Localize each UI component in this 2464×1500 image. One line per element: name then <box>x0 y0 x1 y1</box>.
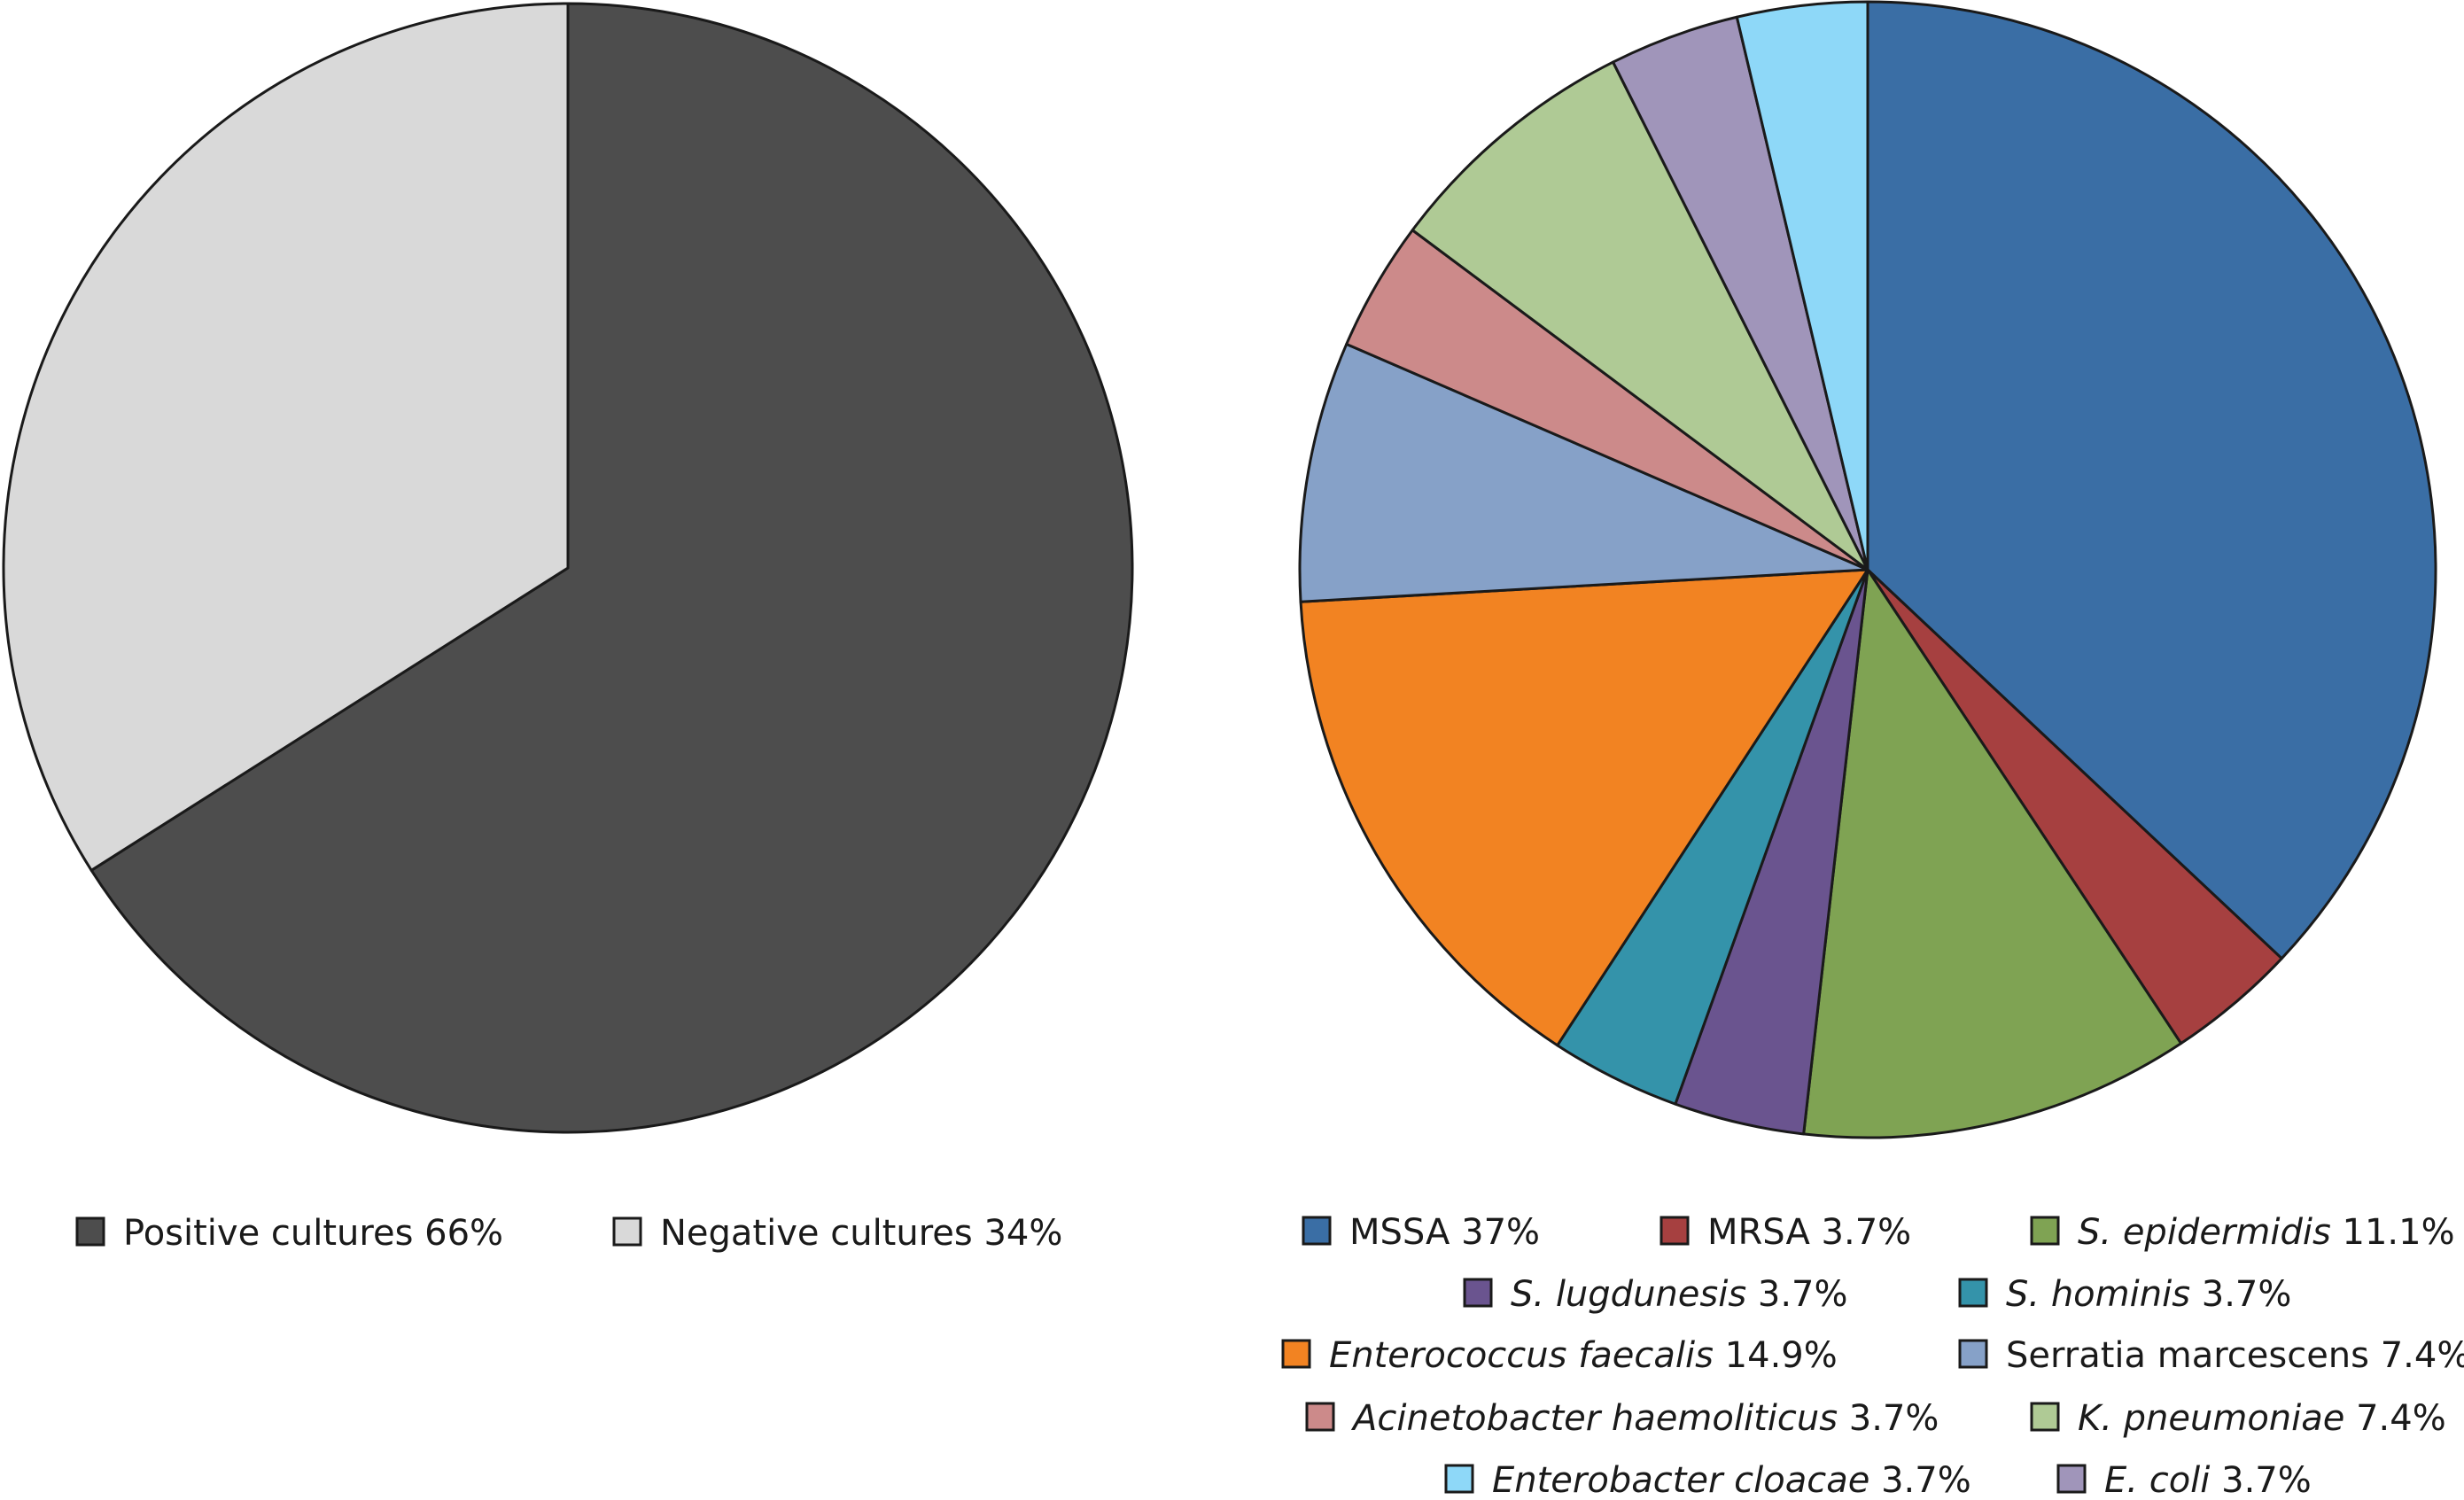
culture-results-legend: Positive cultures 66% Negative cultures 3… <box>75 1213 1062 1254</box>
pie-slice-k-pneumoniae <box>1411 60 1869 571</box>
pie-slice-enterobacter-cloacae <box>1735 0 1869 571</box>
legend-swatch <box>2056 1464 2087 1494</box>
legend-swatch <box>612 1216 642 1247</box>
legend-item-s-epidermidis: S. epidermidis 11.1% <box>2030 1212 2455 1253</box>
legend-label: S. hominis 3.7% <box>2006 1274 2291 1315</box>
legend-swatch <box>1463 1278 1493 1308</box>
legend-label: K. pneumoniae 7.4% <box>2078 1398 2446 1439</box>
legend-swatch <box>2030 1216 2060 1246</box>
legend-label: Serratia marcescens 7.4% <box>2006 1335 2464 1376</box>
legend-label: S. lugdunesis 3.7% <box>1511 1274 1848 1315</box>
legend-label: Enterobacter cloacae 3.7% <box>1492 1460 1971 1500</box>
legend-item-enterococcus-faecalis: Enterococcus faecalis 14.9% <box>1281 1335 1838 1376</box>
pie-slice-mssa <box>1866 0 2437 960</box>
legend-label: MSSA 37% <box>1349 1212 1540 1253</box>
pathogen-distribution-pie <box>1298 0 2437 1139</box>
pie-slice-positive-cultures <box>89 2 1134 1134</box>
legend-label: MRSA 3.7% <box>1707 1212 1911 1253</box>
legend-swatch <box>1958 1278 1988 1308</box>
pie-slice-enterococcus-faecalis <box>1299 568 1869 1047</box>
legend-label: Acinetobacter haemoliticus 3.7% <box>1350 1398 1939 1439</box>
pie-slice-s-epidermidis <box>1802 568 2183 1139</box>
pie-slice-serratia-marcescens <box>1298 342 1869 603</box>
legend-item-serratia-marcescens: Serratia marcescens 7.4% <box>1958 1335 2464 1376</box>
legend-swatch <box>1958 1339 1988 1369</box>
legend-item-e-coli: E. coli 3.7% <box>2056 1460 2312 1500</box>
legend-item-s-lugdunesis: S. lugdunesis 3.7% <box>1463 1274 1848 1315</box>
pie-slice-negative-cultures <box>2 2 570 872</box>
legend-swatch <box>75 1216 105 1247</box>
legend-label: Negative cultures 34% <box>660 1213 1062 1254</box>
culture-results-pie <box>2 2 1134 1134</box>
legend-swatch <box>2030 1402 2060 1432</box>
legend-label: S. epidermidis 11.1% <box>2078 1212 2455 1253</box>
legend-swatch <box>1302 1216 1332 1246</box>
legend-item-enterobacter-cloacae: Enterobacter cloacae 3.7% <box>1444 1460 1971 1500</box>
legend-label: E. coli 3.7% <box>2104 1460 2312 1500</box>
legend-swatch <box>1444 1464 1474 1494</box>
legend-label: Enterococcus faecalis 14.9% <box>1329 1335 1838 1376</box>
legend-item-mrsa: MRSA 3.7% <box>1660 1212 1911 1253</box>
legend-item-acinetobacter-haemoliticus: Acinetobacter haemoliticus 3.7% <box>1305 1398 1939 1439</box>
legend-label: Positive cultures 66% <box>123 1213 503 1254</box>
legend-swatch <box>1305 1402 1335 1432</box>
legend-item-mssa: MSSA 37% <box>1302 1212 1540 1253</box>
legend-item-positive-cultures: Positive cultures 66% <box>75 1213 503 1254</box>
legend-swatch <box>1281 1339 1311 1369</box>
legend-item-k-pneumoniae: K. pneumoniae 7.4% <box>2030 1398 2446 1439</box>
legend-swatch <box>1660 1216 1690 1246</box>
pathogen-distribution-legend: MSSA 37% MRSA 3.7% S. epidermidis 11.1% S. … <box>1281 1212 2464 1500</box>
legend-item-s-hominis: S. hominis 3.7% <box>1958 1274 2291 1315</box>
legend-item-negative-cultures: Negative cultures 34% <box>612 1213 1062 1254</box>
